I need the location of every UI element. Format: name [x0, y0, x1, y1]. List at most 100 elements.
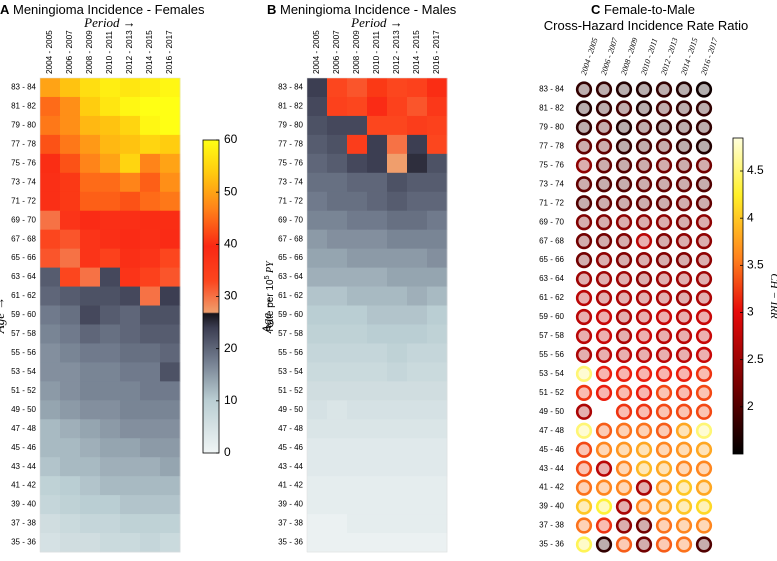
- ratio-marker: [695, 517, 713, 534]
- heatmap-cell: [387, 267, 408, 287]
- heatmap-cell: [367, 343, 388, 363]
- heatmap-cell: [60, 305, 81, 325]
- heatmap-cell: [160, 343, 181, 363]
- ratio-marker: [575, 233, 593, 250]
- ratio-marker: [595, 441, 613, 458]
- heatmap-cell: [80, 229, 101, 250]
- heatmap-cell: [80, 134, 101, 155]
- heatmap-cell: [60, 229, 81, 250]
- ratio-marker: [675, 289, 693, 307]
- heatmap-cell: [160, 514, 181, 534]
- heatmap-cell: [100, 438, 121, 458]
- heatmap-cell: [140, 172, 161, 193]
- heatmap-cell: [327, 438, 348, 458]
- heatmap-cell: [60, 210, 81, 231]
- y-axis-label: Age →: [0, 297, 7, 334]
- heatmap-cell: [120, 153, 141, 174]
- heatmap-cell: [407, 210, 428, 231]
- panel-title: B Meningioma Incidence - Males: [267, 2, 457, 17]
- y-tick-label: 49 - 50: [11, 405, 36, 414]
- heatmap-cell: [387, 134, 408, 155]
- ratio-marker: [695, 479, 713, 496]
- ratio-marker: [575, 422, 593, 439]
- heatmap-cell: [327, 324, 348, 344]
- ratio-marker: [675, 214, 693, 231]
- ratio-marker: [575, 214, 593, 231]
- heatmap-cell: [347, 514, 368, 534]
- heatmap-cell: [427, 267, 448, 287]
- y-tick-label: 67 - 68: [11, 234, 36, 243]
- heatmap-cell: [327, 134, 348, 155]
- heatmap-cell: [387, 381, 408, 401]
- panel-title-line2: Cross-Hazard Incidence Rate Ratio: [544, 18, 748, 33]
- heatmap-cell: [120, 267, 141, 287]
- heatmap-cell: [160, 78, 181, 98]
- heatmap-cell: [140, 153, 161, 174]
- heatmap-cell: [407, 343, 428, 363]
- y-tick-label: 71 - 72: [11, 196, 36, 205]
- heatmap-cell: [100, 78, 121, 98]
- heatmap-cell: [140, 229, 161, 250]
- ratio-marker: [675, 517, 693, 534]
- heatmap-cell: [307, 134, 328, 155]
- heatmap-cell: [60, 495, 81, 515]
- heatmap-cell: [60, 78, 81, 98]
- y-tick-label: 53 - 54: [539, 369, 564, 378]
- heatmap-cell: [347, 343, 368, 363]
- heatmap-cell: [80, 96, 101, 117]
- heatmap-cell: [140, 305, 161, 325]
- heatmap-cell: [100, 134, 121, 155]
- heatmap-cell: [100, 381, 121, 401]
- ratio-marker: [615, 536, 633, 553]
- heatmap-cell: [407, 267, 428, 287]
- heatmap-cell: [120, 457, 141, 477]
- heatmap-cell: [40, 153, 61, 174]
- heatmap-cell: [120, 210, 141, 231]
- heatmap-cell: [427, 229, 448, 250]
- ratio-marker: [635, 270, 653, 288]
- y-tick-label: 77 - 78: [539, 141, 564, 150]
- heatmap-cell: [80, 172, 101, 193]
- heatmap-cell: [160, 96, 181, 117]
- heatmap-cell: [160, 229, 181, 250]
- heatmap-cell: [40, 533, 61, 553]
- ratio-marker: [575, 119, 593, 136]
- heatmap-cell: [80, 438, 101, 458]
- heatmap-cell: [387, 172, 408, 193]
- plot-frame: [39, 77, 181, 553]
- heatmap-cell: [307, 267, 328, 287]
- ratio-marker: [635, 479, 653, 496]
- heatmap-cell: [100, 476, 121, 496]
- heatmap-cell: [160, 457, 181, 477]
- heatmap-cell: [160, 533, 181, 553]
- y-tick-label: 39 - 40: [11, 500, 36, 509]
- heatmap-cell: [160, 153, 181, 174]
- y-tick-label: 79 - 80: [539, 123, 564, 132]
- heatmap-cell: [407, 362, 428, 382]
- heatmap-cell: [60, 514, 81, 534]
- heatmap-cell: [387, 457, 408, 477]
- heatmap-cell: [100, 115, 121, 136]
- heatmap-cell: [307, 210, 328, 231]
- ratio-marker: [655, 138, 673, 155]
- ratio-marker: [615, 100, 633, 117]
- y-tick-label: 45 - 46: [278, 443, 303, 452]
- heatmap-cell: [427, 134, 448, 155]
- ratio-marker: [675, 441, 693, 458]
- ratio-marker: [595, 289, 613, 307]
- heatmap-cell: [100, 362, 121, 382]
- ratio-marker: [655, 479, 673, 496]
- heatmap-cell: [307, 153, 328, 174]
- ratio-marker: [615, 460, 633, 477]
- heatmap-cell: [140, 438, 161, 458]
- ratio-marker: [655, 346, 673, 364]
- ratio-marker: [575, 308, 593, 326]
- heatmap-cell: [367, 286, 388, 306]
- heatmap-cell: [100, 305, 121, 325]
- ratio-marker: [675, 100, 693, 117]
- x-tick-label: 2012 - 2013: [125, 30, 134, 74]
- heatmap-cell: [307, 172, 328, 193]
- ratio-marker: [675, 251, 693, 269]
- y-tick-label: 83 - 84: [278, 83, 303, 92]
- y-tick-label: 59 - 60: [278, 310, 303, 319]
